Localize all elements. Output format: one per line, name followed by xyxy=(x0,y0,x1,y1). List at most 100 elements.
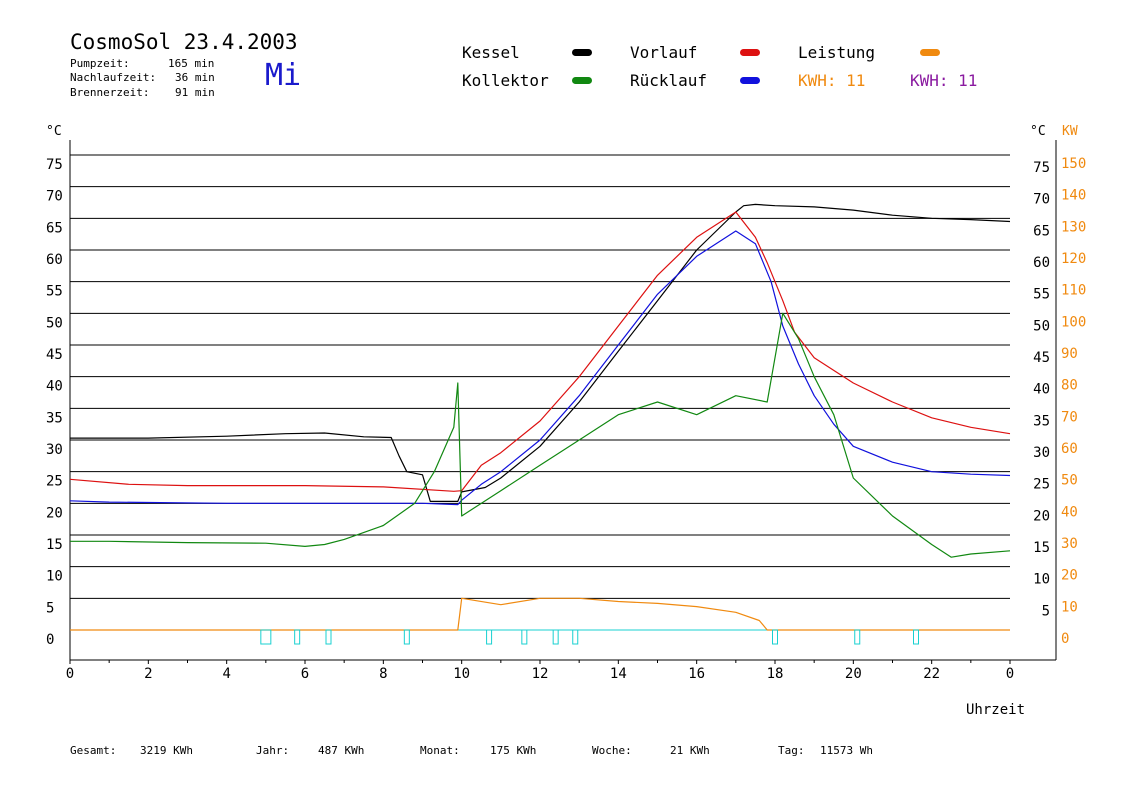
footer-tag-value: 11573 Wh xyxy=(820,744,873,757)
x-tick-5: 10 xyxy=(453,666,470,682)
legend-vorlauf-swatch xyxy=(740,49,760,56)
y-tick-right-c-60: 60 xyxy=(1033,255,1050,271)
y-axis-unit-right: °C xyxy=(1030,124,1046,139)
y-tick-right-kw-50: 50 xyxy=(1061,473,1078,489)
chart-ticks: 0510152025303540455055606570755101520253… xyxy=(46,156,1086,682)
series-kessel xyxy=(70,203,1011,502)
y-tick-left-30: 30 xyxy=(46,442,63,458)
series-ruecklauf xyxy=(69,230,1011,506)
pump-marker-10 xyxy=(913,629,919,645)
y-tick-right-c-55: 55 xyxy=(1033,287,1050,303)
legend-leistung-label: Leistung xyxy=(798,43,876,62)
y-tick-right-c-25: 25 xyxy=(1033,477,1050,493)
pump-marker-6 xyxy=(552,629,559,645)
legend-kessel-swatch xyxy=(572,49,592,56)
y-tick-left-60: 60 xyxy=(46,252,63,268)
footer-woche-label: Woche: xyxy=(592,744,632,757)
x-tick-2: 4 xyxy=(222,666,230,682)
legend-kessel-label: Kessel xyxy=(462,43,520,62)
series-vorlauf xyxy=(69,211,1011,492)
y-tick-right-kw-80: 80 xyxy=(1061,378,1078,394)
footer-jahr-label: Jahr: xyxy=(256,744,290,757)
x-tick-1: 2 xyxy=(144,666,152,682)
y-tick-left-70: 70 xyxy=(46,189,63,205)
y-tick-right-kw-30: 30 xyxy=(1061,536,1078,552)
pump-marker-7 xyxy=(572,629,579,645)
chart-grid xyxy=(70,154,1010,599)
y-tick-left-40: 40 xyxy=(46,379,63,395)
y-axis-unit-left: °C xyxy=(46,124,62,139)
x-tick-0: 0 xyxy=(66,666,74,682)
footer-tag-label: Tag: xyxy=(778,744,805,757)
stat-brennerzeit-label: Brennerzeit: xyxy=(70,86,150,99)
y-tick-right-kw-70: 70 xyxy=(1061,409,1078,425)
footer-gesamt-label: Gesamt: xyxy=(70,744,117,757)
y-tick-right-kw-20: 20 xyxy=(1061,568,1078,584)
legend-kwh-purple: KWH: 11 xyxy=(910,71,978,90)
y-tick-right-c-10: 10 xyxy=(1033,572,1050,588)
y-tick-right-c-50: 50 xyxy=(1033,318,1050,334)
y-tick-right-c-70: 70 xyxy=(1033,192,1050,208)
pump-marker-9 xyxy=(854,629,861,645)
y-tick-right-c-20: 20 xyxy=(1033,508,1050,524)
y-tick-right-kw-0: 0 xyxy=(1061,631,1069,647)
y-tick-right-c-65: 65 xyxy=(1033,223,1050,239)
x-axis-label: Uhrzeit xyxy=(966,702,1025,718)
y-tick-left-0: 0 xyxy=(46,632,54,648)
pump-marker-4 xyxy=(486,629,493,645)
stat-brennerzeit-value: 91 min xyxy=(175,86,215,99)
x-tick-6: 12 xyxy=(532,666,549,682)
stat-pumpzeit-value: 165 min xyxy=(168,57,215,70)
page-title: CosmoSol 23.4.2003 xyxy=(70,30,298,54)
legend-leistung-swatch xyxy=(920,49,940,56)
y-tick-left-15: 15 xyxy=(46,537,63,553)
footer-monat-label: Monat: xyxy=(420,744,460,757)
y-tick-left-25: 25 xyxy=(46,474,63,490)
footer-woche-value: 21 KWh xyxy=(670,744,710,757)
y-tick-right-kw-110: 110 xyxy=(1061,283,1086,299)
y-tick-right-kw-140: 140 xyxy=(1061,188,1086,204)
series-leistung xyxy=(70,597,1010,631)
y-tick-right-c-45: 45 xyxy=(1033,350,1050,366)
x-tick-9: 18 xyxy=(767,666,784,682)
y-tick-right-c-75: 75 xyxy=(1033,160,1050,176)
footer-monat-value: 175 KWh xyxy=(490,744,537,757)
legend-ruecklauf-label: Rücklauf xyxy=(630,71,708,90)
y-tick-left-10: 10 xyxy=(46,569,63,585)
legend-kollektor-label: Kollektor xyxy=(462,71,549,90)
y-tick-right-kw-100: 100 xyxy=(1061,314,1086,330)
x-tick-11: 22 xyxy=(923,666,940,682)
y-tick-right-kw-10: 10 xyxy=(1061,599,1078,615)
stat-pumpzeit-label: Pumpzeit: xyxy=(70,57,130,70)
stat-nachlaufzeit-value: 36 min xyxy=(175,71,215,84)
pump-marker-1 xyxy=(294,629,301,645)
pump-marker-0 xyxy=(260,629,272,645)
y-tick-left-65: 65 xyxy=(46,220,63,236)
y-tick-right-c-30: 30 xyxy=(1033,445,1050,461)
y-tick-right-kw-40: 40 xyxy=(1061,504,1078,520)
y-tick-right-c-40: 40 xyxy=(1033,382,1050,398)
y-tick-left-35: 35 xyxy=(46,410,63,426)
legend-ruecklauf-swatch xyxy=(740,77,760,84)
y-tick-left-55: 55 xyxy=(46,284,63,300)
y-tick-right-kw-90: 90 xyxy=(1061,346,1078,362)
y-tick-left-5: 5 xyxy=(46,600,54,616)
legend-vorlauf-label: Vorlauf xyxy=(630,43,698,62)
footer-jahr-value: 487 KWh xyxy=(318,744,365,757)
pump-marker-2 xyxy=(325,629,332,645)
y-tick-left-45: 45 xyxy=(46,347,63,363)
x-tick-12: 0 xyxy=(1006,666,1014,682)
pump-marker-8 xyxy=(772,629,778,645)
x-tick-7: 14 xyxy=(610,666,627,682)
chart-series xyxy=(69,203,1011,645)
y-tick-right-kw-150: 150 xyxy=(1061,156,1086,172)
y2-axis-unit: KW xyxy=(1062,124,1078,139)
y-tick-left-75: 75 xyxy=(46,157,63,173)
x-tick-3: 6 xyxy=(301,666,309,682)
y-tick-left-20: 20 xyxy=(46,505,63,521)
weekday-label: Mi xyxy=(265,58,302,93)
series-kollektor xyxy=(70,312,1011,558)
pump-marker-5 xyxy=(521,629,528,645)
stat-nachlaufzeit-label: Nachlaufzeit: xyxy=(70,71,157,84)
